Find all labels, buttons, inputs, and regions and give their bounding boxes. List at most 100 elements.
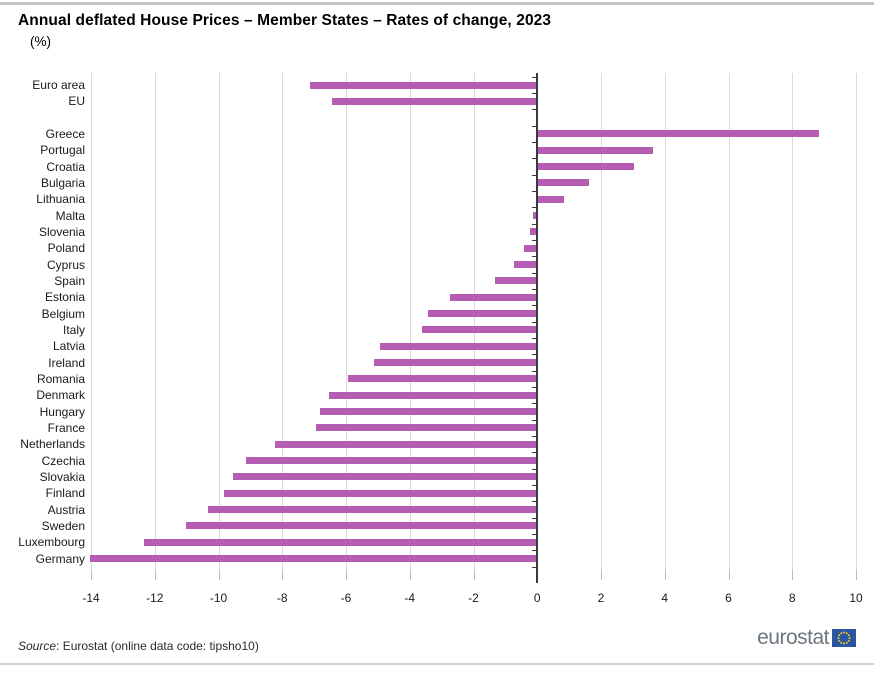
bar-lithuania <box>538 195 564 203</box>
bar-portugal <box>538 146 653 154</box>
gridline <box>154 73 156 570</box>
category-axis-tick <box>532 158 537 160</box>
category-axis-tick <box>532 305 537 307</box>
x-axis-tick <box>282 570 284 580</box>
category-label-finland: Finland <box>45 486 85 501</box>
category-axis-tick <box>532 76 537 78</box>
bar-eu <box>332 97 537 105</box>
category-label-malta: Malta <box>55 208 85 223</box>
category-label-belgium: Belgium <box>41 306 85 321</box>
source-note-text: : Eurostat (online data code: tipsho10) <box>56 639 259 653</box>
bar-france <box>316 424 537 432</box>
category-axis-tick <box>532 517 537 519</box>
category-label-sweden: Sweden <box>41 518 85 533</box>
category-axis-tick <box>532 321 537 323</box>
category-axis-tick <box>532 109 537 111</box>
category-axis-tick <box>532 223 537 225</box>
gridline <box>792 73 794 570</box>
gridline <box>91 73 92 570</box>
category-axis-tick <box>532 207 537 209</box>
bar-czechia <box>246 457 537 465</box>
category-label-netherlands: Netherlands <box>20 437 85 452</box>
category-label-greece: Greece <box>45 126 85 141</box>
top-divider <box>0 2 874 5</box>
bar-belgium <box>427 310 537 318</box>
eu-flag-icon <box>832 629 856 647</box>
category-label-spain: Spain <box>54 273 85 288</box>
source-note-prefix: Source <box>18 639 57 653</box>
category-axis-tick <box>532 256 537 258</box>
category-label-slovenia: Slovenia <box>38 224 85 239</box>
gridline <box>346 73 347 570</box>
bar-poland <box>523 244 537 252</box>
gridline <box>664 73 666 570</box>
x-tick-label: -10 <box>209 591 228 605</box>
category-label-austria: Austria <box>47 502 85 517</box>
x-axis-tick <box>664 570 666 580</box>
category-label-euro-area: Euro area <box>32 78 85 92</box>
category-axis-tick <box>532 93 537 95</box>
zero-axis-line <box>536 73 539 583</box>
bar-slovenia <box>529 228 537 236</box>
bar-chart-plot-area: -14 -12 -10 -8 -6 -4 -2 0 2 4 6 8 10 Euro area EU Greec… <box>18 73 863 605</box>
x-axis-tick <box>218 570 220 580</box>
category-label-cyprus: Cyprus <box>46 257 85 272</box>
x-tick-label: 0 <box>533 591 541 605</box>
x-tick-label: -2 <box>468 591 479 605</box>
category-axis-tick <box>532 354 537 356</box>
x-axis-tick <box>792 570 794 580</box>
category-axis-tick <box>532 419 537 421</box>
category-label-czechia: Czechia <box>41 453 85 468</box>
category-label-bulgaria: Bulgaria <box>40 175 85 190</box>
category-label-france: France <box>47 420 85 435</box>
category-label-portugal: Portugal <box>40 143 85 158</box>
gridline <box>601 73 602 570</box>
category-axis-tick <box>532 387 537 389</box>
bar-austria <box>207 506 537 514</box>
bar-croatia <box>538 163 634 171</box>
bar-greece <box>538 130 819 138</box>
x-tick-label: -12 <box>146 591 164 605</box>
x-axis-tick <box>409 570 411 580</box>
x-tick-label: 2 <box>597 591 605 605</box>
category-axis-tick <box>532 436 537 438</box>
gridline <box>409 73 411 570</box>
category-axis-tick <box>532 240 537 242</box>
bottom-divider <box>0 663 874 665</box>
x-tick-label: -4 <box>404 591 416 605</box>
x-axis-tick <box>154 570 156 580</box>
bar-sweden <box>185 522 537 530</box>
category-label-lithuania: Lithuania <box>36 192 85 207</box>
category-label-estonia: Estonia <box>44 290 85 305</box>
category-axis-tick <box>532 501 537 503</box>
gridline <box>728 73 730 570</box>
category-label-ireland: Ireland <box>48 355 85 370</box>
bar-romania <box>348 375 537 383</box>
category-label-poland: Poland <box>47 241 85 256</box>
eurostat-wordmark: eurostat <box>757 626 829 649</box>
category-axis-tick <box>532 338 537 340</box>
bar-italy <box>421 326 537 334</box>
bar-germany <box>90 555 537 563</box>
x-axis-tick <box>856 570 857 580</box>
bar-hungary <box>319 408 537 416</box>
category-axis-tick <box>532 289 537 291</box>
category-label-denmark: Denmark <box>36 388 85 403</box>
gridline <box>473 73 475 570</box>
category-axis-tick <box>532 370 537 372</box>
bar-finland <box>223 489 537 497</box>
category-axis-tick <box>532 403 537 405</box>
bar-estonia <box>450 293 537 301</box>
bar-luxembourg <box>144 538 537 546</box>
category-axis-tick <box>532 452 537 454</box>
category-axis-tick <box>532 485 537 487</box>
category-axis-tick <box>532 566 537 568</box>
category-axis-tick <box>532 550 537 552</box>
x-axis-tick <box>601 570 602 580</box>
x-tick-label: -6 <box>340 591 352 605</box>
category-axis-tick <box>532 272 537 274</box>
bar-cyprus <box>513 261 537 269</box>
bar-malta <box>533 212 537 220</box>
bar-euro-area <box>309 81 537 89</box>
